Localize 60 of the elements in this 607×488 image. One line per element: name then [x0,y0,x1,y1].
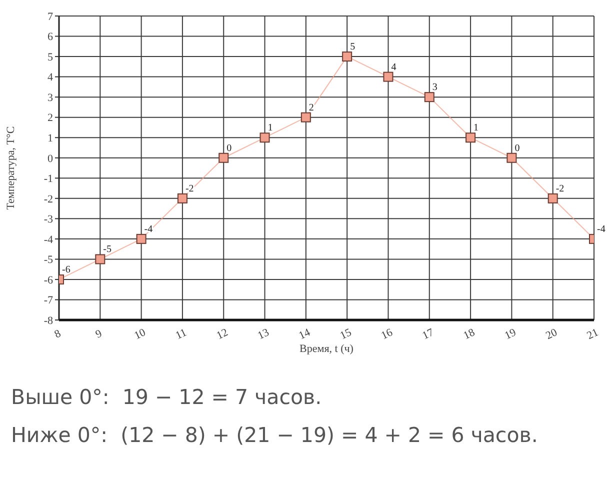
x-tick-label: 21 [585,326,600,342]
x-tick-label: 10 [132,326,148,342]
y-tick-label: -7 [44,294,54,307]
text: Выше 0°: 19 − 12 = 7 часов. [11,384,323,411]
y-axis-title: Температура, T°C [4,126,17,210]
y-tick-label: 3 [48,92,54,104]
point [383,72,394,82]
x-tick-label: 13 [256,326,272,342]
x-tick-label: 15 [338,326,354,342]
data-label: -4 [144,224,153,235]
data-label: -2 [185,183,194,194]
y-tick-label: -1 [44,173,53,186]
data-label: 0 [514,142,520,154]
data-label: 1 [268,122,273,134]
point [177,193,188,204]
y-tick-label: 2 [48,112,53,124]
data-label: 3 [432,82,438,94]
point [342,52,352,62]
y-tick-label: -8 [44,314,54,327]
y-tick-label: -6 [44,274,54,286]
point [218,152,229,163]
point [136,234,146,244]
y-tick-label: -4 [44,234,54,246]
y-tick-label: -5 [44,254,54,266]
point [260,132,270,143]
text: Ниже 0°: (12 − 8) + (21 − 19) = 4 + 2 = 6 часов. [11,422,538,449]
data-label: 2 [308,102,314,114]
point [506,152,517,163]
point [548,193,558,204]
data-label: -5 [103,244,112,256]
y-tick-label: 6 [48,31,54,44]
x-tick-label: 17 [420,326,436,342]
point [424,92,434,102]
data-label: 1 [474,122,479,134]
x-tick-label: 19 [502,326,518,342]
data-label: 4 [391,62,396,73]
x-tick-label: 8 [52,327,64,341]
y-tick-label: -2 [44,193,53,206]
data-label: -6 [62,264,70,276]
y-tick-label: 5 [48,51,54,64]
point [466,132,476,143]
data-label: 0 [226,142,232,154]
data-label: -4 [597,224,606,235]
data-label: 5 [350,42,356,53]
x-axis-title: Время, t (ч) [300,343,354,355]
y-tick-label: -3 [44,214,54,226]
x-tick-label: 18 [462,326,478,342]
x-tick-label: 14 [297,326,313,342]
x-tick-label: 11 [174,326,189,342]
data-label: -2 [556,183,564,194]
x-tick-label: 9 [94,327,104,341]
point [300,112,311,122]
x-tick-label: 12 [214,326,230,342]
y-tick-label: 7 [48,10,54,23]
x-tick-label: 20 [544,326,560,342]
y-tick-label: 4 [48,72,54,84]
y-tick-label: 0 [48,152,54,165]
point [95,254,106,264]
x-tick-label: 16 [379,326,395,342]
y-tick-label: 1 [48,132,53,145]
